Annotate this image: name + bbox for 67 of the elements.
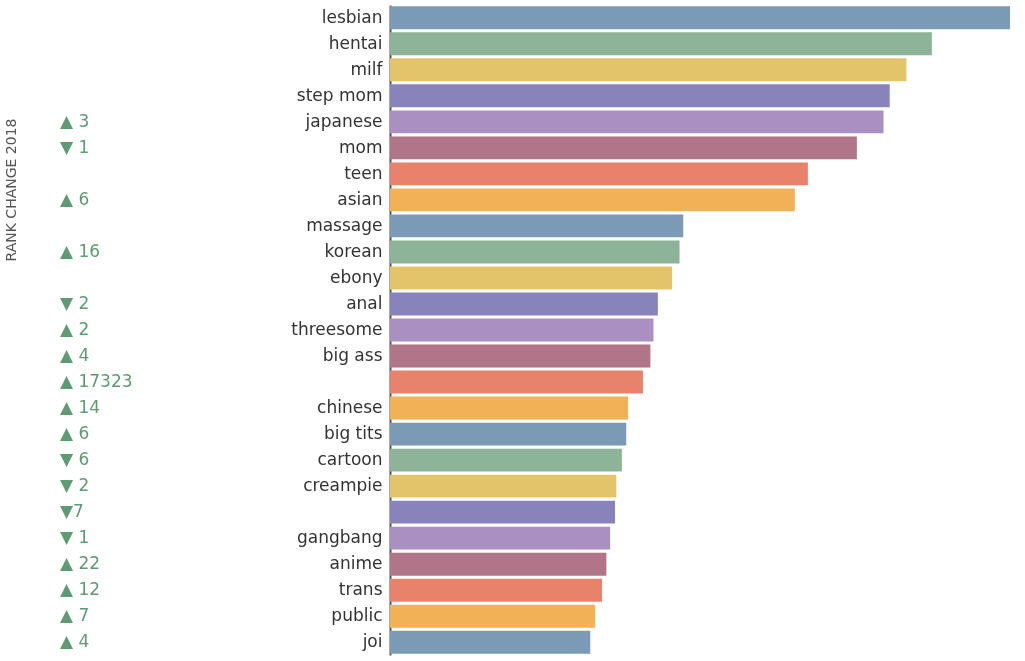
y-tick-label: big tits — [323, 423, 383, 444]
y-tick-label: gangbang — [296, 527, 383, 548]
bar — [390, 578, 603, 602]
bar — [390, 58, 907, 82]
y-tick-label: anime — [329, 553, 383, 574]
bar — [390, 344, 651, 368]
bar — [390, 630, 591, 654]
y-tick-label: milf — [350, 58, 384, 79]
bar — [390, 526, 611, 550]
text: ▼ 2 — [60, 475, 90, 496]
text: ▲ 4 — [60, 631, 90, 652]
bar — [390, 162, 808, 186]
bar — [390, 318, 654, 342]
y-tick-label: asian — [337, 188, 383, 209]
bar — [390, 266, 673, 290]
y-tick-label: mom — [338, 136, 383, 157]
bar — [390, 110, 884, 134]
text: ▲ 16 — [60, 240, 101, 261]
bar — [390, 370, 643, 394]
text: ▲ 14 — [60, 397, 101, 418]
bar — [390, 396, 629, 420]
bar — [390, 32, 932, 56]
text: ▼7 — [60, 501, 84, 522]
text: ▲ 17323 — [60, 371, 133, 392]
text: ▲ 4 — [60, 345, 90, 366]
bar — [390, 188, 795, 212]
text: ▼ 1 — [60, 527, 90, 548]
y-tick-label: step mom — [296, 84, 383, 105]
bar — [390, 214, 684, 238]
bar — [390, 136, 857, 160]
y-tick-label: korean — [324, 240, 383, 261]
bar — [390, 6, 1010, 30]
text: ▲ 2 — [60, 319, 90, 339]
y-tick-label: trans — [338, 579, 383, 600]
y-tick-label: lesbian — [321, 6, 383, 27]
y-tick-label: massage — [306, 214, 383, 235]
y-tick-label: ebony — [330, 266, 383, 287]
bar — [390, 84, 890, 108]
text: ▲ 6 — [60, 188, 90, 209]
text: RANK CHANGE 2018 — [3, 118, 19, 262]
bar — [390, 240, 680, 264]
bar — [390, 422, 627, 446]
text: ▲ 7 — [60, 605, 90, 626]
y-tick-label: chinese — [317, 397, 383, 418]
y-tick-label: creampie — [303, 475, 383, 496]
y-tick-label: threesome — [291, 319, 383, 339]
bar — [390, 292, 658, 316]
y-tick-label: joi — [361, 631, 383, 652]
text: ▲ 6 — [60, 423, 90, 444]
bar — [390, 500, 616, 524]
y-tick-label: japanese — [304, 110, 383, 131]
y-tick-label: public — [331, 605, 383, 626]
text: ▼ 2 — [60, 292, 90, 313]
y-tick-label: teen — [344, 162, 383, 183]
text: ▲ 22 — [60, 553, 101, 574]
bar — [390, 604, 596, 628]
bar — [390, 474, 617, 498]
y-tick-label: big ass — [322, 345, 383, 366]
text: ▼ 1 — [60, 136, 90, 157]
text: ▲ 3 — [60, 110, 90, 131]
bar — [390, 552, 607, 576]
text: ▲ 12 — [60, 579, 101, 600]
text: ▼ 6 — [60, 449, 90, 470]
y-tick-label: cartoon — [317, 449, 383, 470]
bar — [390, 448, 622, 472]
y-tick-label: anal — [346, 292, 383, 313]
y-tick-label: hentai — [328, 32, 383, 53]
